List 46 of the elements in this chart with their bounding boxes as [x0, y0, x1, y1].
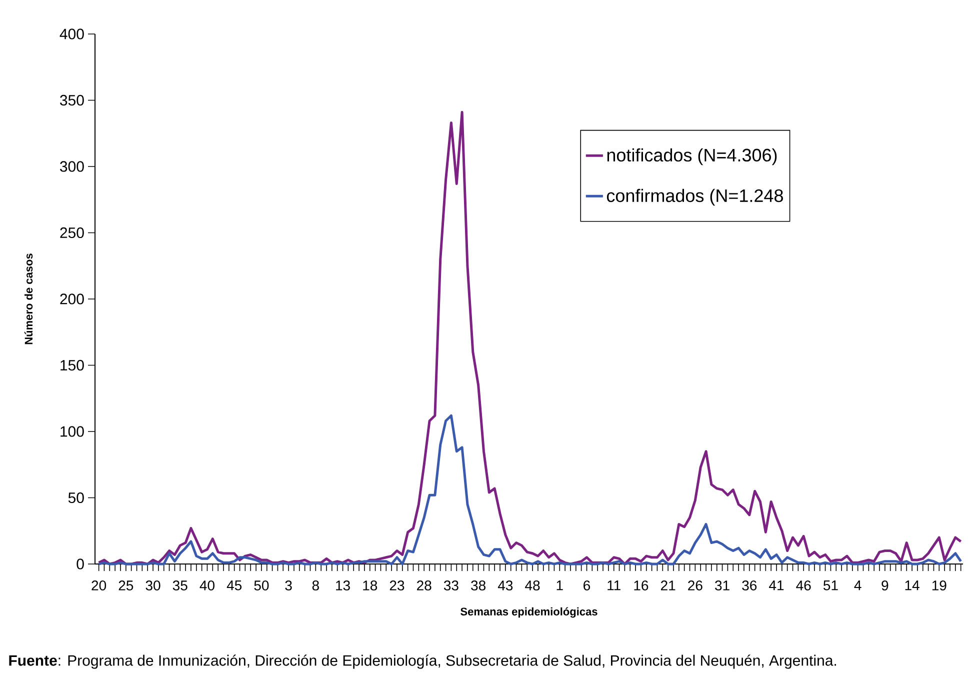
x-tick-label: 26 — [688, 580, 702, 590]
x-tick-label: 36 — [742, 580, 757, 590]
x-tick-label: 41 — [769, 580, 784, 590]
x-tick-label: 21 — [660, 580, 676, 590]
x-tick-label: 45 — [226, 580, 242, 590]
y-tick-label: 250 — [60, 227, 84, 238]
legend-label: confirmados (N=1.248 — [606, 188, 783, 206]
x-tick-label: 31 — [715, 580, 730, 590]
x-tick-label: 20 — [92, 580, 106, 590]
x-tick-label: 33 — [444, 580, 458, 590]
legend-label: notificados (N=4.306) — [607, 148, 777, 166]
x-tick-label: 16 — [634, 580, 648, 590]
x-tick-label: 35 — [172, 580, 188, 590]
x-tick-label: 4 — [854, 580, 862, 590]
x-tick-label: 46 — [796, 580, 811, 590]
x-tick-label: 40 — [200, 580, 214, 590]
x-tick-label: 14 — [905, 580, 920, 590]
x-tick-label: 25 — [118, 580, 134, 590]
x-tick-label: 18 — [363, 580, 378, 590]
x-tick-label: 48 — [525, 580, 540, 590]
y-tick-label: 0 — [76, 558, 84, 570]
x-tick-label: 13 — [336, 580, 350, 590]
x-tick-label: 19 — [932, 580, 946, 590]
y-axis-title: Número de casos — [24, 254, 33, 344]
x-tick-label: 8 — [312, 580, 319, 590]
x-tick-label: 23 — [390, 580, 404, 590]
x-tick-label: 38 — [471, 580, 486, 590]
x-tick-label: 51 — [823, 580, 838, 590]
x-tick-label: 6 — [584, 580, 590, 590]
x-tick-label: 3 — [285, 580, 292, 590]
y-tick-label: 100 — [60, 426, 84, 437]
x-tick-label: 11 — [608, 580, 620, 590]
y-tick-label: 150 — [60, 360, 84, 371]
x-tick-label: 30 — [146, 580, 160, 590]
y-tick-label: 350 — [60, 94, 84, 106]
y-tick-label: 400 — [60, 28, 84, 40]
y-tick-label: 200 — [60, 294, 84, 304]
y-tick-label: 50 — [68, 492, 84, 504]
x-tick-label: 50 — [254, 580, 269, 590]
x-tick-label: 28 — [417, 580, 432, 590]
x-tick-label: 1 — [556, 580, 563, 590]
x-tick-label: 9 — [882, 580, 888, 590]
x-tick-label: 43 — [498, 580, 513, 590]
y-tick-label: 300 — [60, 161, 84, 172]
x-axis-title: Semanas epidemiológicas — [460, 607, 598, 618]
text: Fuente: Programa de Inmunización, Dirección de Epidemiología, Subsecretaria de Salud, Provincia del Neuquén, Argentina. — [9, 654, 836, 669]
